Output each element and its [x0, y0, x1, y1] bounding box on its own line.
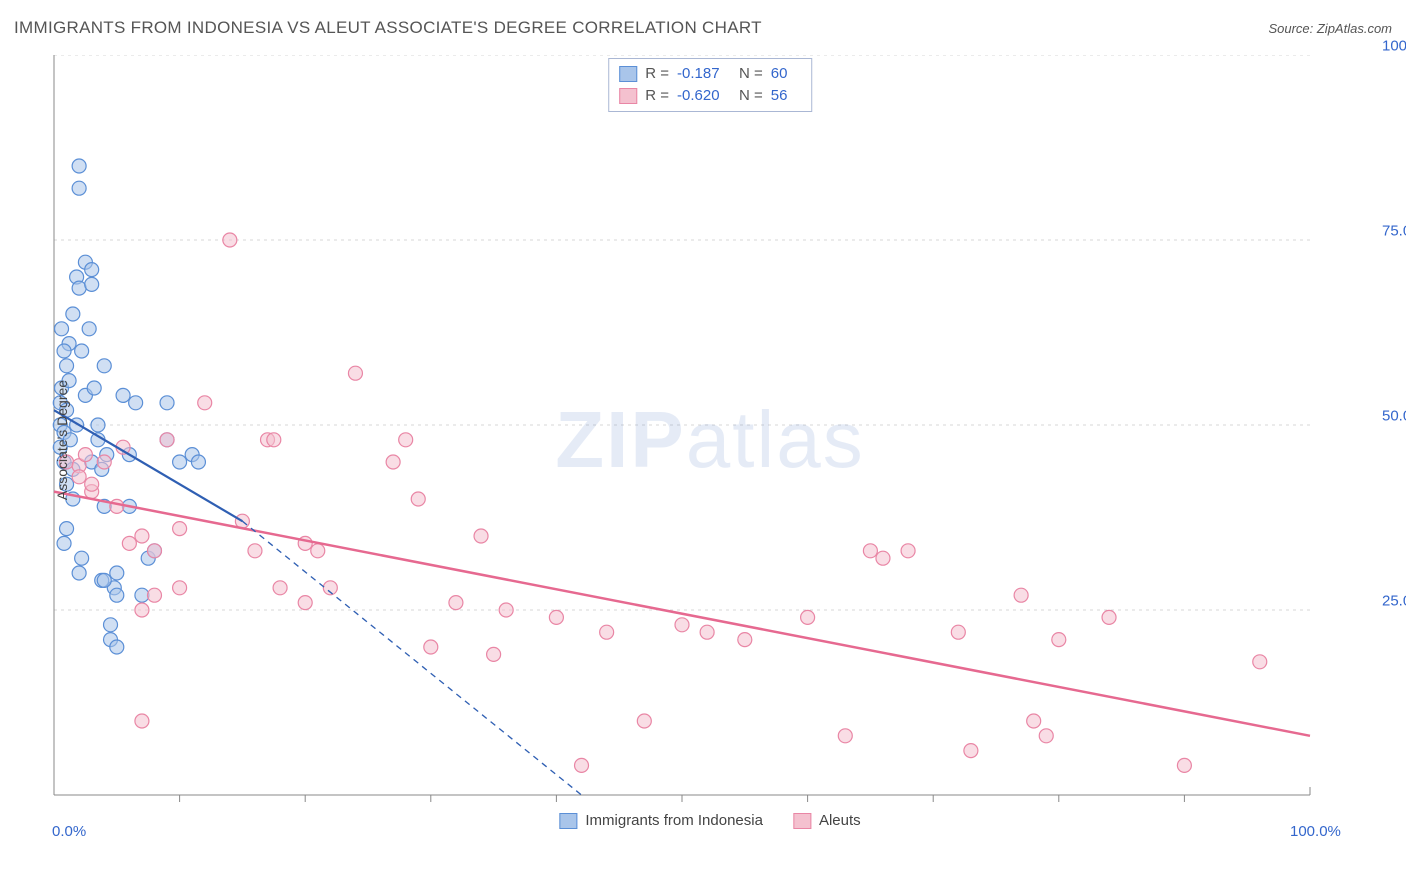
correlation-legend: R = -0.187 N = 60 R = -0.620 N = 56: [608, 58, 812, 112]
chart-area: Associate's Degree ZIPatlas R = -0.187 N…: [50, 55, 1370, 825]
legend-item-2: Aleuts: [793, 812, 861, 829]
legend-row-series2: R = -0.620 N = 56: [619, 85, 801, 107]
series-legend: Immigrants from Indonesia Aleuts: [559, 812, 860, 829]
y-tick-50: 50.0%: [1372, 408, 1406, 425]
legend-n-value-2: 56: [771, 85, 801, 107]
legend-bottom-label-1: Immigrants from Indonesia: [585, 812, 763, 829]
y-axis-label: Associate's Degree: [54, 380, 70, 500]
source-attribution: Source: ZipAtlas.com: [1268, 21, 1392, 36]
legend-row-series1: R = -0.187 N = 60: [619, 63, 801, 85]
legend-bottom-label-2: Aleuts: [819, 812, 861, 829]
legend-r-label-1: R =: [645, 63, 669, 85]
x-tick-100: 100.0%: [1290, 823, 1310, 840]
legend-swatch-1: [619, 66, 637, 82]
y-tick-25: 25.0%: [1372, 593, 1406, 610]
legend-item-1: Immigrants from Indonesia: [559, 812, 763, 829]
legend-swatch-2: [619, 88, 637, 104]
x-tick-0: 0.0%: [52, 823, 86, 840]
legend-n-value-1: 60: [771, 63, 801, 85]
chart-title: IMMIGRANTS FROM INDONESIA VS ALEUT ASSOC…: [14, 18, 762, 38]
y-tick-75: 75.0%: [1372, 223, 1406, 240]
legend-r-value-2: -0.620: [677, 85, 731, 107]
legend-n-label-1: N =: [739, 63, 763, 85]
legend-r-value-1: -0.187: [677, 63, 731, 85]
y-tick-100: 100.0%: [1372, 38, 1406, 55]
legend-bottom-swatch-1: [559, 813, 577, 829]
legend-bottom-swatch-2: [793, 813, 811, 829]
legend-r-label-2: R =: [645, 85, 669, 107]
legend-n-label-2: N =: [739, 85, 763, 107]
scatter-chart: [50, 55, 1370, 825]
